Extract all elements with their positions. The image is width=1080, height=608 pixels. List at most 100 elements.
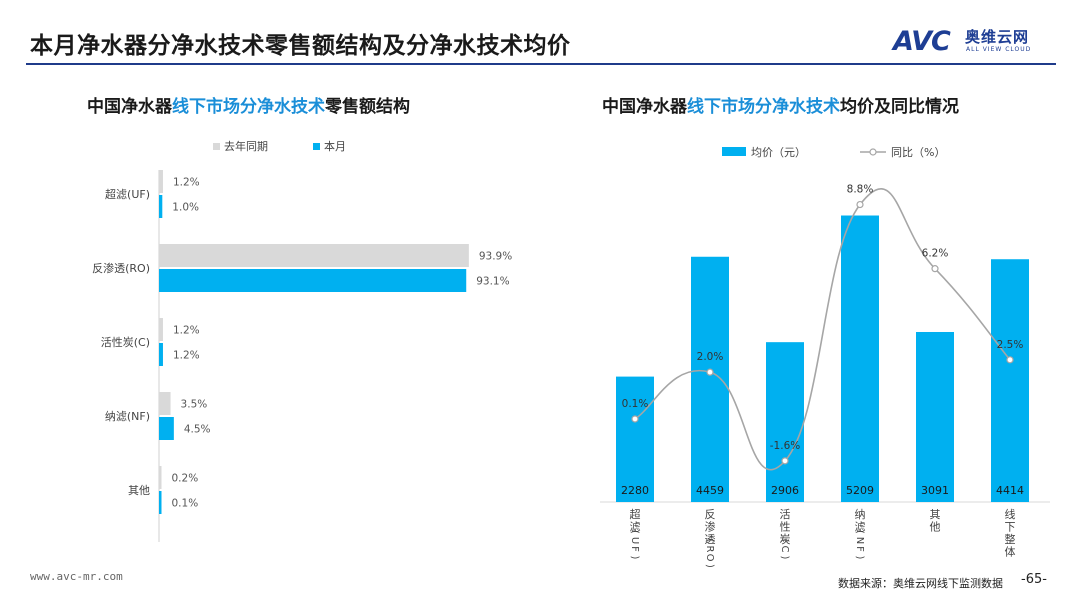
left-title-prefix: 中国净水器: [87, 97, 172, 117]
category-char: N: [854, 537, 865, 544]
bar-last-year: [159, 318, 163, 341]
yoy-point: [631, 415, 639, 423]
category-char: 整: [1005, 532, 1016, 546]
bar-last-year: [159, 466, 162, 489]
price-bar-label: 2906: [771, 484, 799, 497]
category-char: (: [704, 539, 715, 543]
category-char: ): [779, 556, 790, 560]
category-char: 反: [705, 508, 716, 521]
legend-label-price: 均价（元）: [751, 146, 806, 159]
category-label: 纳滤(NF): [105, 410, 150, 423]
logo-mark: AVC: [893, 26, 951, 57]
left-title-highlight: 线下市场分净水技术: [172, 97, 325, 117]
legend-swatch-last-year: [213, 143, 220, 150]
yoy-label: 2.5%: [997, 339, 1024, 351]
category-char: ): [854, 556, 865, 560]
bar-current: [159, 343, 163, 366]
price-bar: [766, 342, 804, 502]
category-char: U: [629, 537, 640, 544]
left-chart-title: 中国净水器线下市场分净水技术零售额结构: [87, 92, 410, 117]
category-char: 下: [1005, 521, 1016, 534]
yoy-point: [781, 457, 789, 465]
price-bar-label: 2280: [621, 484, 649, 497]
yoy-point: [1006, 356, 1014, 364]
yoy-label: 0.1%: [622, 398, 649, 410]
bar-last-year: [159, 244, 469, 267]
category-char: 体: [1005, 545, 1016, 559]
price-bar-label: 4459: [696, 484, 724, 497]
price-bar: [916, 331, 954, 502]
bar-last-year: [159, 170, 163, 193]
category-char: F: [854, 546, 865, 552]
category-label: 反渗透(RO): [92, 261, 150, 275]
category-char: 炭: [780, 533, 791, 546]
data-source: 数据来源：奥维云网线下监测数据: [838, 577, 1003, 590]
price-bar: [991, 259, 1029, 502]
category-char: (: [629, 530, 640, 534]
category-label: 纳滤( NF): [854, 508, 866, 560]
category-char: 超: [630, 507, 641, 521]
logo-en-text: ALL VIEW CLOUD: [966, 46, 1032, 53]
right-title-highlight: 线下市场分净水技术: [687, 97, 840, 117]
category-char: 渗: [705, 520, 716, 534]
category-label: 其他: [128, 484, 150, 497]
bar-label-current: 1.2%: [173, 350, 200, 362]
bar-label-current: 4.5%: [184, 424, 211, 436]
yoy-label: -1.6%: [770, 440, 800, 452]
category-char: 他: [930, 521, 941, 534]
bar-label-last-year: 0.2%: [172, 473, 199, 485]
bar-label-current: 0.1%: [172, 498, 199, 510]
bar-label-current: 1.0%: [172, 202, 199, 214]
category-label: 活性炭(C): [101, 335, 150, 349]
footer-url: www.avc-mr.com: [30, 570, 123, 583]
price-bar-label: 5209: [846, 484, 874, 497]
right-title-suffix: 均价及同比情况: [840, 97, 959, 117]
category-char: 滤: [855, 521, 866, 534]
category-label: 超滤(UF): [105, 187, 150, 201]
price-bar: [616, 376, 654, 502]
legend-marker-yoy: [869, 148, 877, 156]
page-title: 本月净水器分净水技术零售额结构及分净水技术均价: [30, 33, 571, 59]
bar-label-current: 93.1%: [476, 276, 509, 288]
category-char: 滤: [630, 521, 641, 534]
price-bar-label: 4414: [996, 484, 1024, 497]
bar-last-year: [159, 392, 171, 415]
avc-logo: AVC 奥维云网 ALL VIEW CLOUD: [893, 24, 1053, 60]
category-char: C: [779, 546, 790, 553]
price-bar-label: 3091: [921, 484, 949, 497]
yoy-point: [856, 200, 864, 209]
bar-label-last-year: 1.2%: [173, 325, 200, 337]
category-char: 透: [705, 533, 716, 546]
right-chart-title: 中国净水器线下市场分净水技术均价及同比情况: [602, 92, 959, 117]
yoy-point: [931, 265, 939, 273]
bar-current: [159, 417, 174, 440]
bar-current: [159, 491, 162, 514]
category-char: ): [629, 556, 640, 560]
category-char: 线: [1005, 507, 1016, 521]
category-char: 活: [780, 508, 791, 521]
title-divider: [26, 63, 1056, 65]
right-combo-chart: 均价（元） 同比（%）2280超滤(UF)4459反渗透(RO)2906活性炭(C…: [600, 146, 1050, 568]
category-char: O: [704, 554, 715, 562]
price-bar: [691, 256, 729, 502]
legend-label-last-year: 去年同期: [224, 139, 268, 153]
category-label: 其他: [930, 508, 941, 534]
legend-label-current: 本月: [324, 139, 346, 153]
category-char: (: [854, 530, 865, 534]
price-bar: [841, 215, 879, 502]
category-label: 活性炭(C): [779, 508, 791, 560]
yoy-label: 2.0%: [697, 351, 724, 363]
bar-current: [159, 269, 467, 292]
bar-label-last-year: 93.9%: [479, 251, 512, 263]
category-char: R: [704, 546, 715, 553]
yoy-label: 8.8%: [847, 184, 874, 196]
left-title-suffix: 零售额结构: [325, 97, 410, 117]
yoy-point: [706, 368, 714, 376]
logo-cn-text: 奥维云网: [965, 28, 1030, 46]
yoy-label: 6.2%: [922, 248, 949, 260]
category-char: (: [779, 539, 790, 543]
category-char: 纳: [855, 508, 866, 521]
right-title-prefix: 中国净水器: [602, 97, 687, 117]
